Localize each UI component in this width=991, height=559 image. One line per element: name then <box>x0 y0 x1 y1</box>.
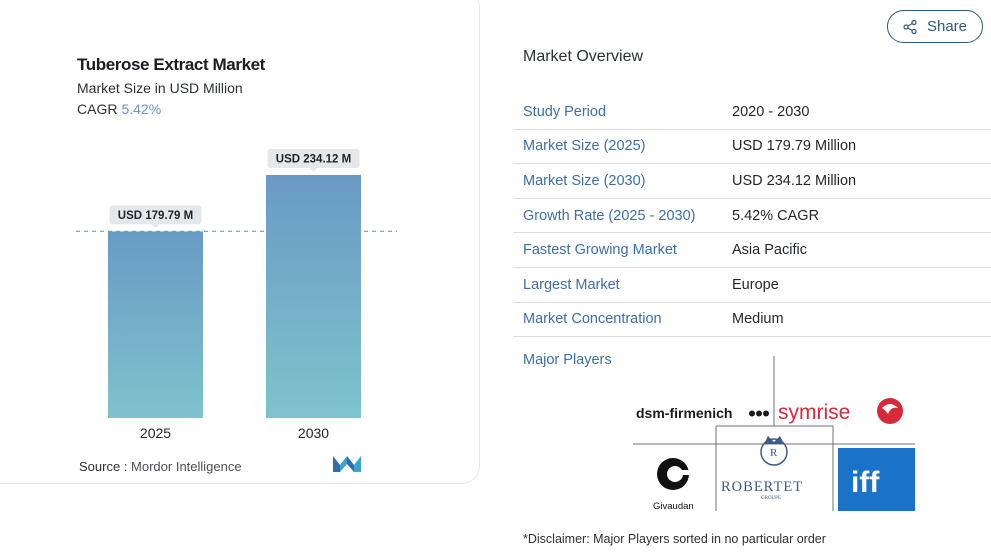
table-row: Study Period 2020 - 2030 <box>513 95 991 130</box>
svg-text:ROBERTET: ROBERTET <box>721 479 803 495</box>
table-row: Market Concentration Medium <box>513 303 991 338</box>
row-value: 5.42% CAGR <box>732 207 820 224</box>
major-players-logos: dsm-firmenich symrise Givaudan R ROBERTE… <box>633 356 915 511</box>
table-row: Fastest Growing Market Asia Pacific <box>513 233 991 268</box>
share-button[interactable]: Share <box>887 10 983 43</box>
x-tick-label: 2030 <box>298 425 329 441</box>
chart-title: Tuberose Extract Market <box>77 55 265 74</box>
dsm-firmenich-logo: dsm-firmenich <box>636 405 769 421</box>
data-label: USD 179.79 M <box>118 210 193 222</box>
svg-text:iff: iff <box>851 466 880 499</box>
data-label-pointer <box>309 168 318 172</box>
svg-text:dsm-firmenich: dsm-firmenich <box>636 405 732 421</box>
svg-text:R: R <box>770 447 778 459</box>
data-label: USD 234.12 M <box>276 154 351 166</box>
row-value: USD 234.12 Million <box>732 172 857 189</box>
symrise-logo: symrise <box>778 398 903 424</box>
svg-text:GROUPE: GROUPE <box>761 496 781 501</box>
overview-table: Study Period 2020 - 2030 Market Size (20… <box>513 95 991 338</box>
table-row: Market Size (2030) USD 234.12 Million <box>513 164 991 199</box>
overview-title: Market Overview <box>523 48 644 65</box>
row-key: Market Concentration <box>523 311 662 328</box>
table-row: Largest Market Europe <box>513 268 991 303</box>
data-label-pointer <box>151 224 160 229</box>
bar-chart: USD 179.79 M 2025 USD 234.12 M 2030 <box>76 149 397 441</box>
source-label: Source : <box>79 459 128 474</box>
mordor-intelligence-logo <box>333 456 361 472</box>
source-line: Source : Mordor Intelligence <box>79 459 242 474</box>
chart-subtitle: Market Size in USD Million <box>77 80 243 96</box>
givaudan-logo: Givaudan <box>653 458 694 511</box>
table-row: Market Size (2025) USD 179.79 Million <box>513 130 991 165</box>
row-value: Asia Pacific <box>732 242 807 259</box>
cagr-line: CAGR 5.42% <box>77 101 161 117</box>
share-label: Share <box>926 18 968 35</box>
svg-text:symrise: symrise <box>778 401 850 424</box>
row-key: Fastest Growing Market <box>523 242 677 259</box>
cagr-label: CAGR <box>77 101 118 117</box>
share-icon <box>903 19 917 34</box>
row-key: Growth Rate (2025 - 2030) <box>523 207 696 224</box>
row-key: Market Size (2025) <box>523 138 646 155</box>
svg-text:Givaudan: Givaudan <box>653 501 694 511</box>
row-value: 2020 - 2030 <box>732 103 810 120</box>
row-value: USD 179.79 Million <box>732 138 857 155</box>
source-value: Mordor Intelligence <box>131 459 242 474</box>
data-label-bg <box>267 149 360 168</box>
x-tick-label: 2025 <box>140 425 171 441</box>
bar-2030 <box>266 175 361 418</box>
robertet-logo: R ROBERTET GROUPE <box>721 436 803 501</box>
row-key: Largest Market <box>523 276 620 293</box>
row-value: Europe <box>732 276 779 293</box>
table-row: Growth Rate (2025 - 2030) 5.42% CAGR <box>513 199 991 234</box>
disclaimer: *Disclaimer: Major Players sorted in no … <box>523 532 826 546</box>
market-chart-card <box>0 0 480 484</box>
row-key: Market Size (2030) <box>523 172 646 189</box>
cagr-value: 5.42% <box>121 101 162 117</box>
row-key: Study Period <box>523 103 607 120</box>
row-value: Medium <box>732 311 784 328</box>
major-players-title: Major Players <box>523 352 612 368</box>
data-label-bg <box>109 205 202 225</box>
bar-2025 <box>108 231 203 418</box>
iff-logo: iff <box>838 448 915 511</box>
